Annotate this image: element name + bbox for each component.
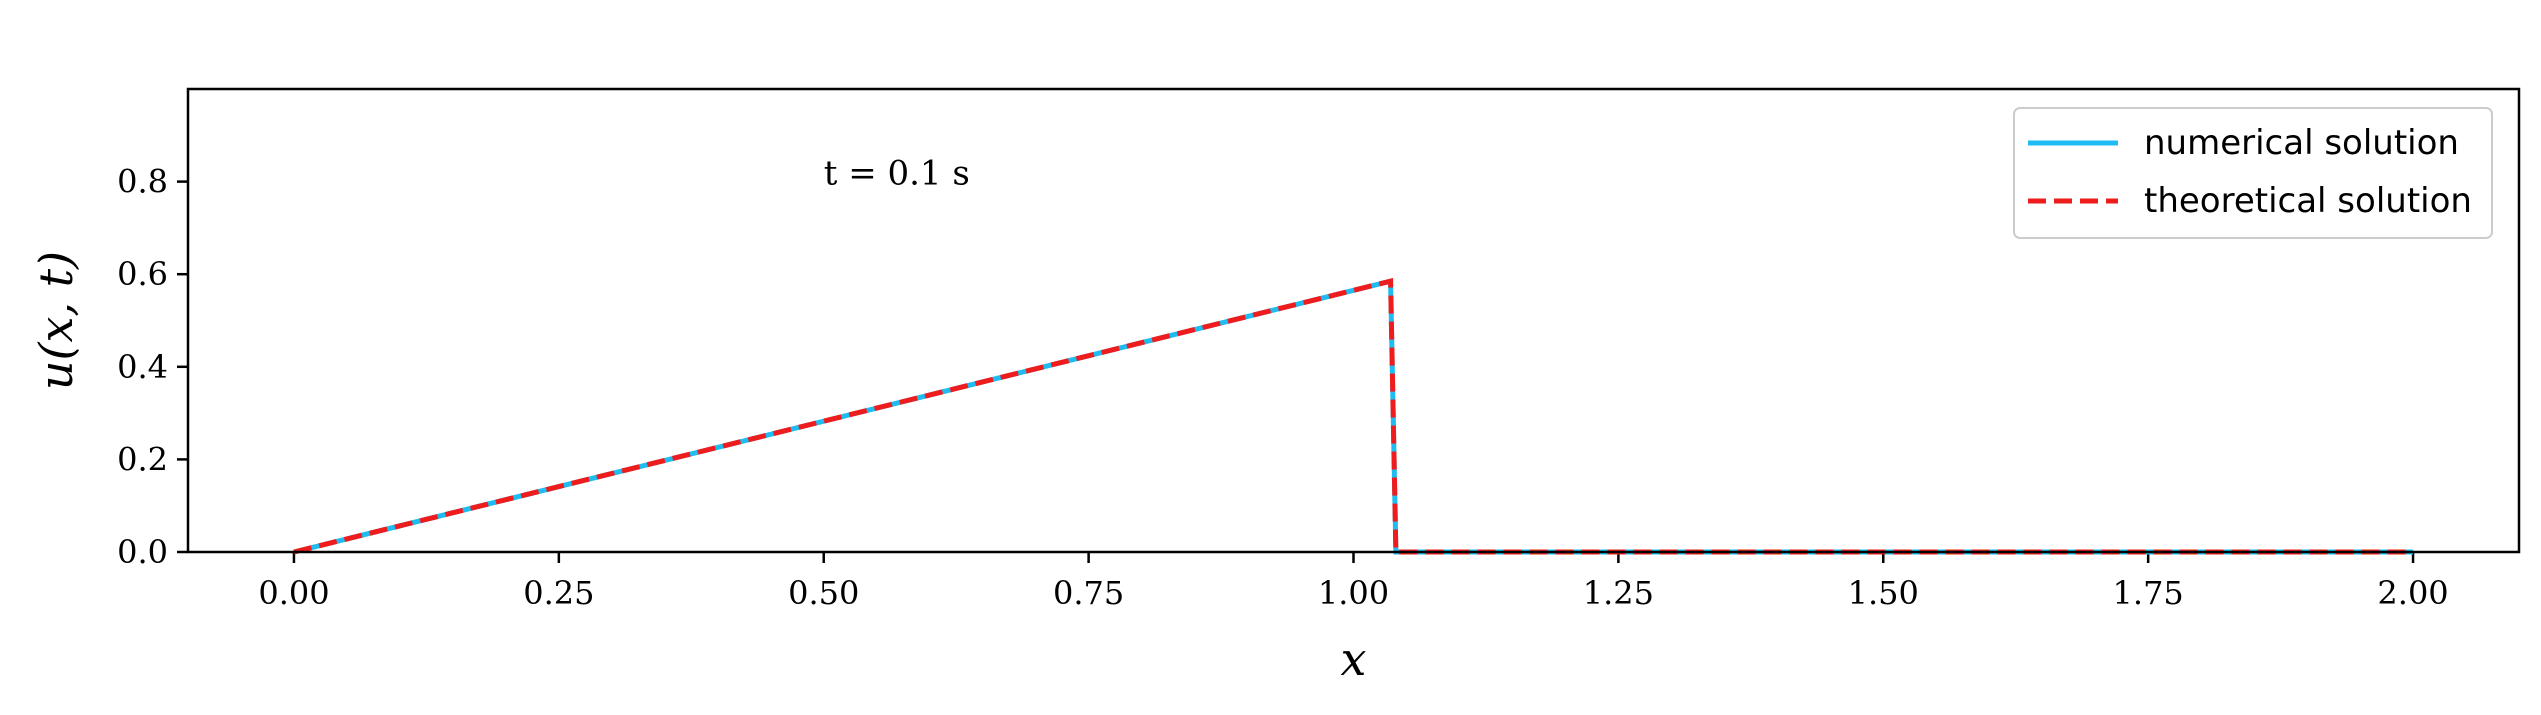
legend: numerical solution theoretical solution xyxy=(2013,107,2493,239)
y-tick-label: 0.6 xyxy=(117,255,168,293)
y-tick-label: 0.2 xyxy=(117,440,168,478)
y-axis-label: u(x, t) xyxy=(29,251,83,390)
ticks: 0.00 0.25 0.50 0.75 1.00 1.25 1.50 1.75 2.00 0.0 0… xyxy=(117,163,2449,612)
series-lines xyxy=(293,277,2414,555)
legend-label-theoretical: theoretical solution xyxy=(2144,181,2472,221)
x-tick-label: 0.25 xyxy=(523,574,594,612)
time-annotation: t = 0.1 s xyxy=(824,153,970,193)
legend-label-numerical: numerical solution xyxy=(2144,123,2459,163)
x-tick-label: 0.50 xyxy=(788,574,859,612)
y-tick-label: 0.4 xyxy=(117,348,168,386)
series-line-1 xyxy=(293,277,2414,555)
x-tick-label: 1.00 xyxy=(1318,574,1389,612)
y-tick-label: 0.8 xyxy=(117,163,168,201)
legend-box xyxy=(2013,107,2493,239)
x-tick-label: 1.25 xyxy=(1583,574,1654,612)
series-line-0 xyxy=(293,277,2414,555)
plot-frame xyxy=(186,87,2521,554)
x-tick-label: 0.75 xyxy=(1053,574,1124,612)
x-tick-label: 1.75 xyxy=(2113,574,2184,612)
x-axis-label: x xyxy=(1341,632,1367,686)
x-tick-label: 2.00 xyxy=(2377,574,2448,612)
x-tick-label: 1.50 xyxy=(1848,574,1919,612)
x-tick-label: 0.00 xyxy=(258,574,329,612)
y-tick-label: 0.0 xyxy=(117,533,168,571)
